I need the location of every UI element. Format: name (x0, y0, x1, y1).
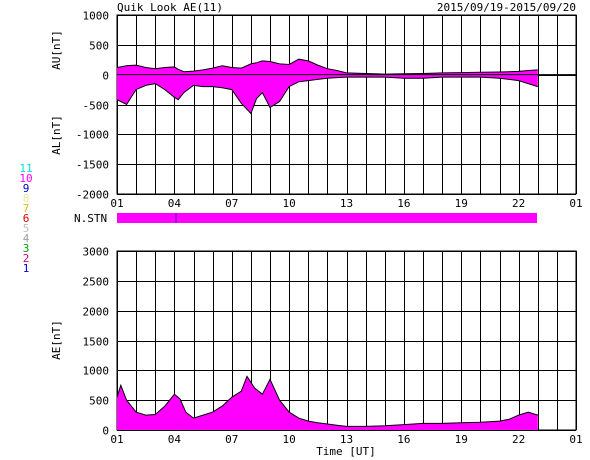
au-axis-label: AU[nT] (50, 30, 63, 70)
au-al-x-tick-label: 19 (455, 197, 468, 210)
station-legend-entry: 3 (23, 242, 30, 255)
al-line (116, 76, 538, 115)
au-al-y-tick-label: -2000 (76, 189, 109, 202)
ae-y-tick-label: 500 (89, 395, 109, 408)
au-al-y-tick-label: 1000 (83, 10, 110, 23)
au-al-x-tick-label: 01 (110, 197, 123, 210)
ae-x-tick-label: 10 (283, 433, 296, 446)
ae-x-tick-label: 22 (512, 433, 525, 446)
au-al-panel: 1000 500 0 -500 -1000 -1500 -2000 01 04 07 10 13 16… (50, 10, 583, 211)
au-al-x-tick-label: 16 (397, 197, 410, 210)
au-al-x-tick-label: 01 (569, 197, 582, 210)
ae-y-ticks: 3000 2500 2000 1500 1000 500 0 (83, 246, 110, 438)
ae-x-tick-label: 01 (110, 433, 123, 446)
au-al-y-ticks: 1000 500 0 -500 -1000 -1500 -2000 (76, 10, 109, 202)
au-al-x-tick-label: 04 (168, 197, 182, 210)
ae-x-tick-label: 19 (455, 433, 468, 446)
ae-x-tick-label: 16 (397, 433, 410, 446)
au-al-x-tick-label: 10 (283, 197, 296, 210)
time-axis-label: Time [UT] (316, 445, 376, 458)
au-al-frame (116, 14, 577, 195)
station-legend-entry: 5 (23, 222, 30, 235)
ae-y-tick-label: 2500 (83, 276, 110, 289)
ae-y-tick-label: 1500 (83, 336, 110, 349)
au-al-y-tick-label: 500 (89, 40, 109, 53)
ae-y-tick-label: 3000 (83, 246, 110, 259)
ae-x-tick-label: 04 (168, 433, 182, 446)
date-range: 2015/09/19-2015/09/20 (437, 1, 576, 14)
station-legend-entry: 10 (19, 172, 32, 185)
ae-x-ticks: 01 04 07 10 13 16 19 22 01 (110, 433, 582, 446)
station-legend-entry: 7 (23, 202, 30, 215)
ae-line (116, 375, 538, 427)
au-al-y-tick-label: -1500 (76, 159, 109, 172)
ae-y-tick-label: 1000 (83, 365, 110, 378)
ae-axis-label: AE[nT] (50, 320, 63, 360)
station-legend-entry: 6 (23, 212, 30, 225)
au-al-y-tick-label: 0 (102, 70, 109, 83)
station-count-label: N.STN (74, 212, 107, 225)
ae-panel: 3000 2500 2000 1500 1000 500 0 01 04 07 10 13 16 19 2… (50, 246, 583, 459)
station-count-strip (117, 213, 537, 223)
station-legend-entry: 1 (23, 262, 30, 275)
au-al-y-tick-label: -500 (83, 100, 110, 113)
ae-y-tick-label: 2000 (83, 306, 110, 319)
station-count-bar: N.STN (74, 212, 537, 225)
au-al-x-tick-label: 22 (512, 197, 525, 210)
station-legend-entry: 8 (23, 192, 30, 205)
ae-frame (116, 250, 577, 431)
ae-grid (116, 250, 577, 431)
au-al-x-tick-label: 07 (225, 197, 238, 210)
ae-y-tick-label: 0 (102, 425, 109, 438)
station-legend-entry: 11 (19, 162, 32, 175)
au-al-y-tick-label: -1000 (76, 129, 109, 142)
ae-x-tick-label: 07 (225, 433, 238, 446)
chart-title: Quik Look AE(11) (117, 1, 223, 14)
station-legend-entry: 2 (23, 252, 30, 265)
al-axis-label: AL[nT] (50, 115, 63, 155)
station-legend-entry: 9 (23, 182, 30, 195)
ae-x-tick-label: 01 (569, 433, 582, 446)
au-line (116, 58, 538, 75)
station-legend-entry: 4 (23, 232, 30, 245)
au-al-x-ticks: 01 04 07 10 13 16 19 22 01 (110, 197, 582, 210)
ae-x-tick-label: 13 (340, 433, 353, 446)
au-al-grid (116, 14, 577, 195)
au-al-area (117, 59, 538, 114)
au-al-x-tick-label: 13 (340, 197, 353, 210)
ae-area (117, 376, 538, 430)
